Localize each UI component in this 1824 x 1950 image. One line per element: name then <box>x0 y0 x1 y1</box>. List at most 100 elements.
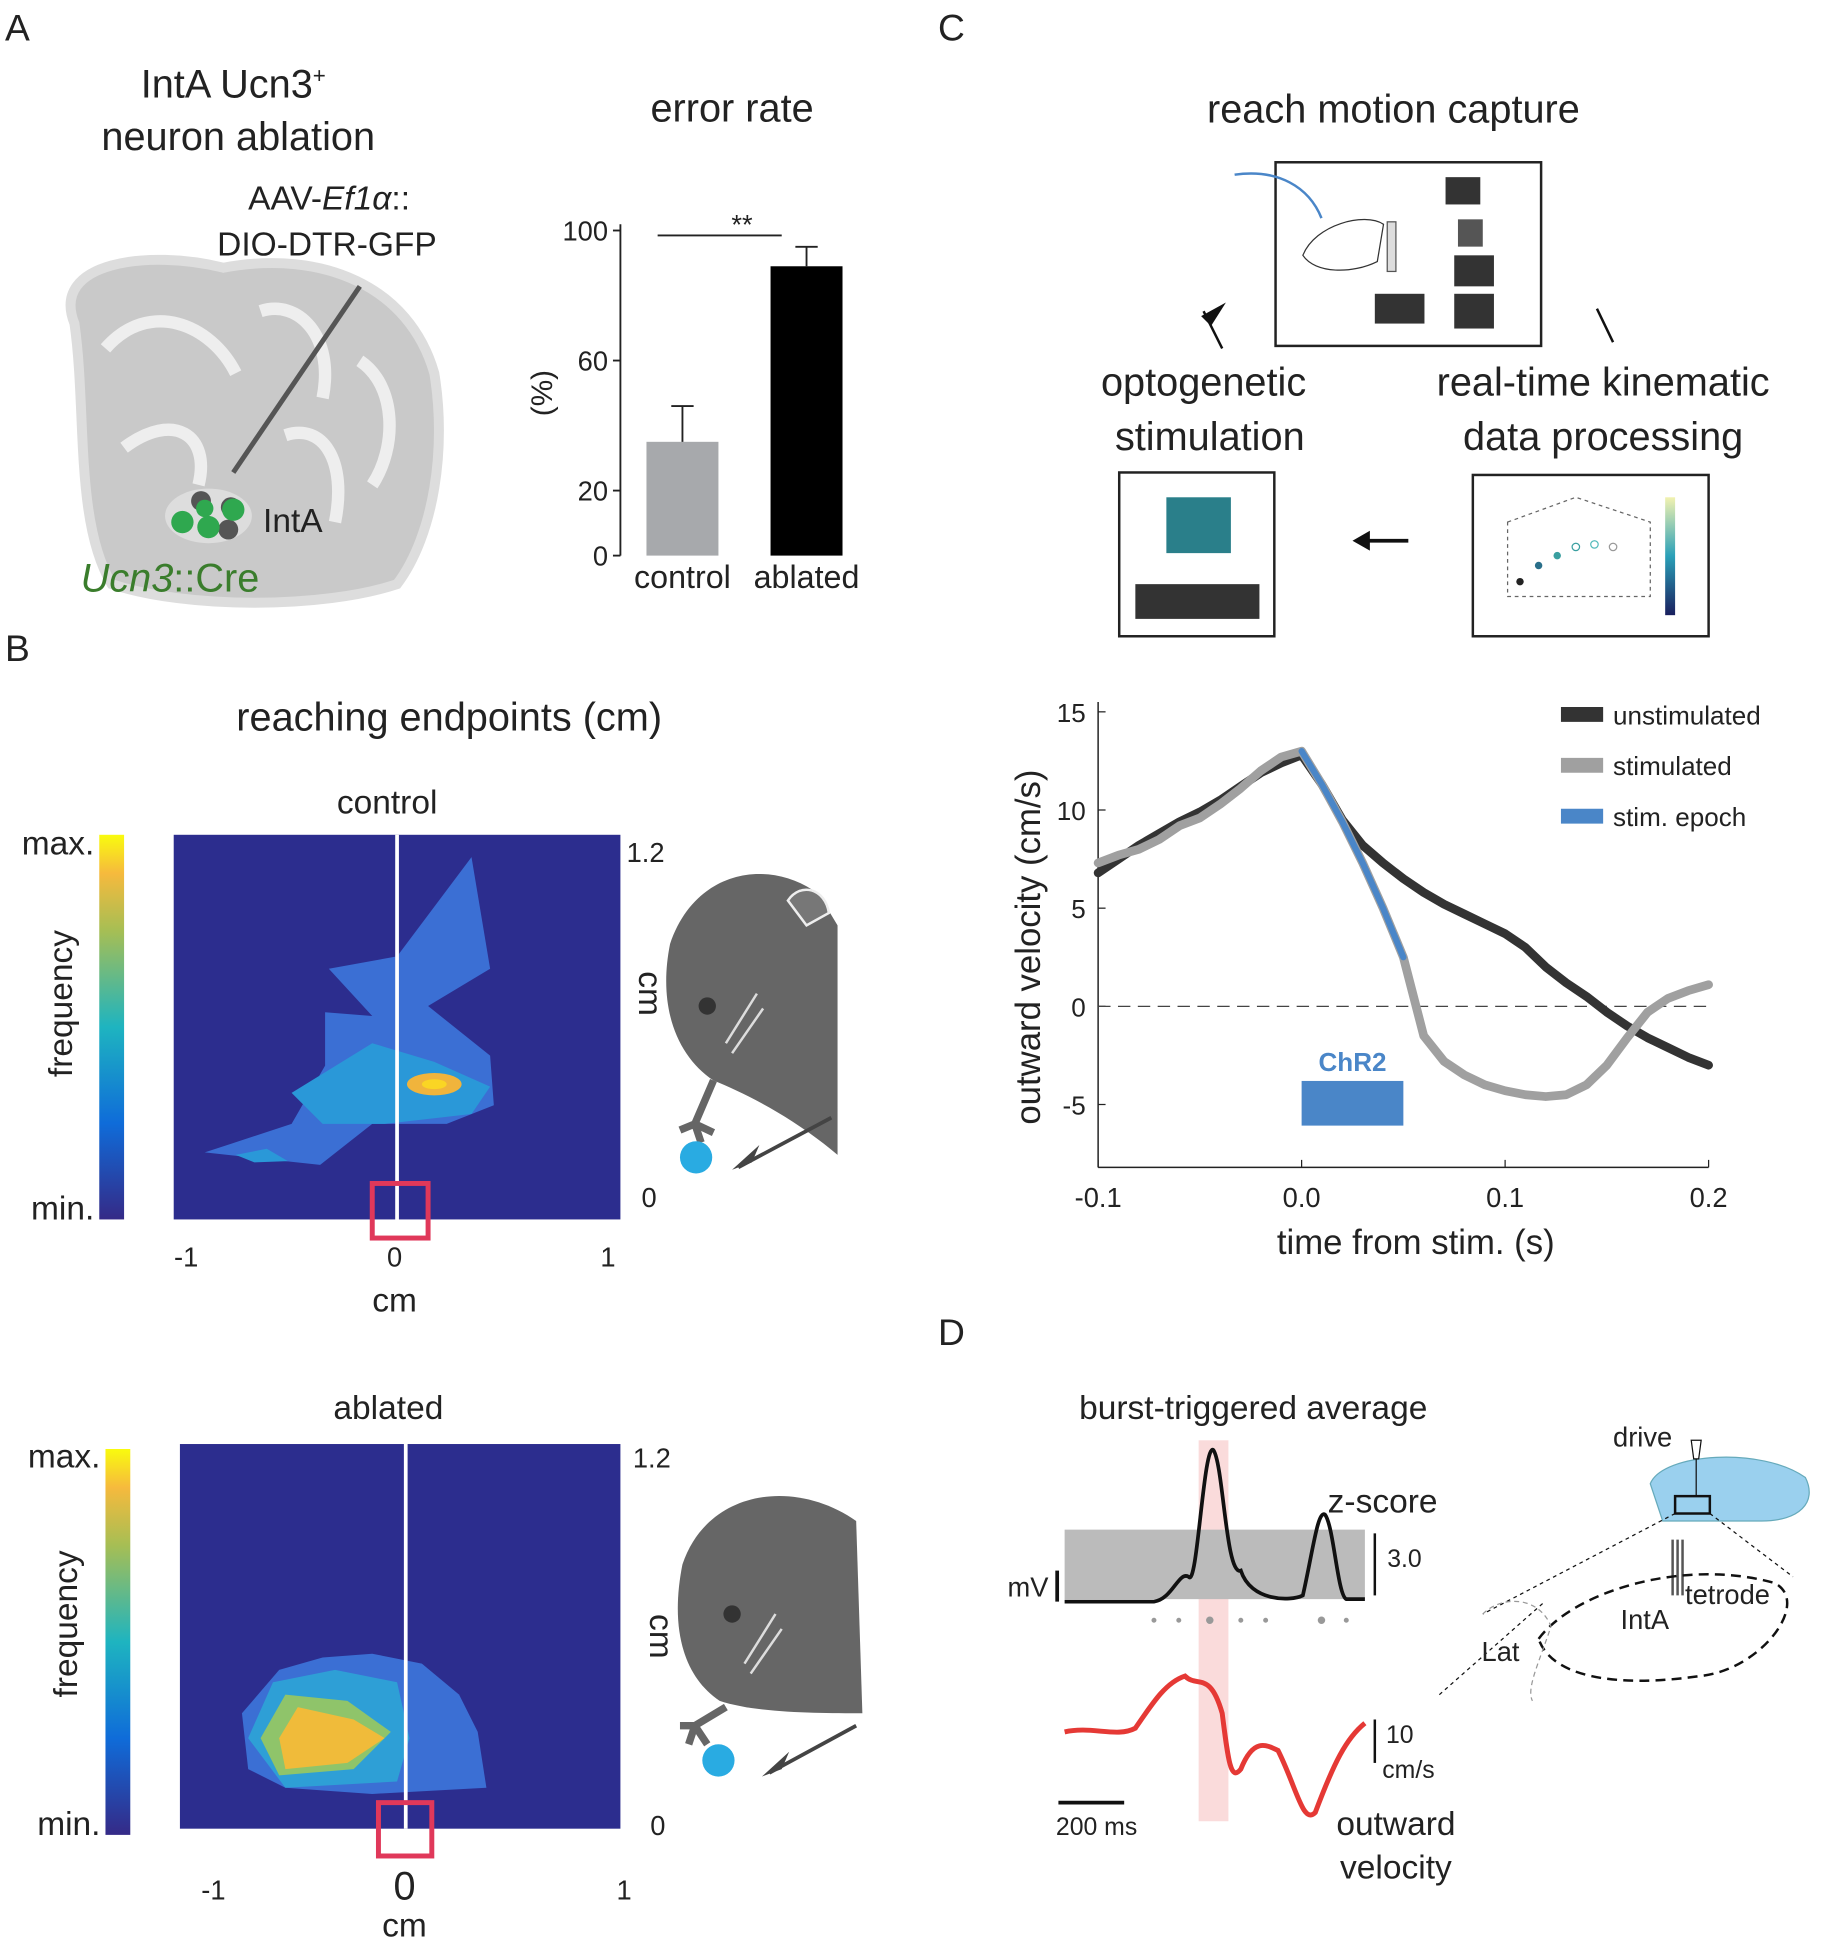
burst-diagram <box>1055 1439 1810 1822</box>
y-tick-label: 1.2 <box>627 837 665 868</box>
scale-label: cm/s <box>1382 1757 1434 1784</box>
target-box <box>375 1800 435 1859</box>
mouse-sketch <box>677 1495 863 1777</box>
legend-label: stimulated <box>1613 751 1732 781</box>
line-chart: -5 0 5 10 15 -0.1 0.0 0.1 0.2 time from stim. (s)… <box>1010 698 1761 1262</box>
driver-text: Ucn3 <box>81 557 174 601</box>
heatmap-ablated: ablated max. min. frequency -1 0 1 cm 1.… <box>28 1390 863 1945</box>
title: reaching endpoints (cm) <box>236 696 662 740</box>
y-axis-label: (%) <box>526 370 559 416</box>
virus-text: AAV- <box>248 180 322 217</box>
target-box <box>369 1180 431 1241</box>
y-axis-label: cm <box>642 1614 679 1659</box>
bar <box>770 266 843 556</box>
virus: DIO-DTR-GFP <box>217 226 437 263</box>
colorbar-label: frequency <box>48 1550 85 1697</box>
contour <box>421 1079 447 1090</box>
heatmap-title: ablated <box>333 1390 443 1427</box>
capture-diagram <box>1117 161 1710 638</box>
diagram-title: reach motion capture <box>1207 88 1580 132</box>
colorbar-min: min. <box>31 1190 94 1227</box>
chart-title: error rate <box>650 86 813 130</box>
x-axis-label: cm <box>382 1908 427 1945</box>
y-tick-label: 0 <box>642 1182 657 1213</box>
panel-label: C <box>938 7 965 49</box>
colorbar-max: max. <box>22 826 95 863</box>
diagram-label: real-time kinematic <box>1437 361 1770 405</box>
driver-label: Ucn3::Cre <box>81 557 260 601</box>
colorbar <box>99 834 125 1220</box>
x-tick-label: 1 <box>600 1242 615 1273</box>
trace-label: z-score <box>1328 1483 1438 1520</box>
title-text: IntA Ucn3 <box>141 63 313 107</box>
panel-label: A <box>5 7 30 49</box>
virus-text: :: <box>391 180 410 217</box>
panel-label: D <box>938 1311 965 1353</box>
y-tick-label: 15 <box>1057 698 1086 728</box>
panel-label: B <box>5 627 30 669</box>
cerebellum-sketch <box>65 254 444 608</box>
x-tick-label: 0.2 <box>1690 1182 1728 1213</box>
diagram-label: drive <box>1613 1422 1672 1453</box>
y-tick-label: -5 <box>1063 1090 1086 1120</box>
x-axis-label: time from stim. (s) <box>1277 1224 1555 1262</box>
title: IntA Ucn3+ <box>141 63 326 107</box>
contour <box>291 1043 491 1124</box>
contour <box>279 1707 385 1770</box>
x-tick-label: -0.1 <box>1075 1182 1122 1213</box>
legend-label: unstimulated <box>1613 700 1761 730</box>
stim-bar-label: ChR2 <box>1318 1047 1386 1077</box>
stim-bar <box>1301 1080 1404 1126</box>
x-tick-label: 1 <box>617 1874 632 1905</box>
mouse-sketch <box>666 874 838 1174</box>
contour <box>235 1148 288 1163</box>
x-tick-label: -1 <box>201 1874 225 1905</box>
series-line <box>1093 750 1713 1070</box>
legend-label: stim. epoch <box>1613 802 1746 832</box>
x-tick-label: ablated <box>754 559 860 595</box>
title-sup: + <box>313 63 326 88</box>
y-tick-label: 0 <box>650 1810 665 1841</box>
driver-text: ::Cre <box>173 557 259 601</box>
heatmap-title: control <box>337 785 438 822</box>
y-tick-label: 20 <box>578 476 608 507</box>
colorbar-min: min. <box>37 1806 100 1843</box>
heatmap-control: control max. min. frequency -1 0 1 cm 1.… <box>22 785 838 1319</box>
colorbar-label: frequency <box>43 930 80 1077</box>
y-tick-label: 0 <box>593 541 608 572</box>
bar-chart: error rate (%) 0 20 60 100 control ablated ** <box>526 86 859 595</box>
x-tick-label: control <box>634 559 731 595</box>
x-axis-label: cm <box>372 1282 417 1319</box>
y-tick-label: 1.2 <box>633 1443 671 1474</box>
x-tick-label: -1 <box>174 1242 198 1273</box>
scale-label: mV <box>1008 1572 1050 1603</box>
significance: ** <box>731 209 753 240</box>
scale-label: 10 <box>1386 1722 1414 1749</box>
diagram-label: IntA <box>1621 1604 1670 1635</box>
y-tick-label: 60 <box>578 345 608 376</box>
x-tick-label: 0 <box>387 1242 402 1273</box>
y-axis-label: outward velocity (cm/s) <box>1010 770 1048 1125</box>
virus: AAV-Ef1α:: <box>248 180 410 217</box>
colorbar-max: max. <box>28 1439 101 1476</box>
x-tick-label: 0 <box>393 1864 415 1908</box>
series-line <box>1298 748 1407 961</box>
trace-label: outward <box>1336 1806 1455 1843</box>
diagram-label: Lat <box>1482 1636 1520 1667</box>
y-tick-label: 10 <box>1057 796 1086 826</box>
x-tick-label: 0.0 <box>1283 1182 1321 1213</box>
diagram-label: data processing <box>1463 415 1743 459</box>
diagram-title: burst-triggered average <box>1079 1390 1427 1427</box>
diagram-label: tetrode <box>1685 1579 1770 1610</box>
y-tick-label: 100 <box>562 215 608 246</box>
scale-label: 3.0 <box>1387 1546 1421 1573</box>
trace-label: velocity <box>1340 1849 1452 1886</box>
colorbar <box>105 1448 131 1835</box>
title: neuron ablation <box>101 115 375 159</box>
x-tick-label: 0.1 <box>1486 1182 1524 1213</box>
error-bar <box>795 245 818 267</box>
y-tick-label: 0 <box>1071 992 1086 1022</box>
y-axis-label: cm <box>631 971 668 1016</box>
y-tick-label: 5 <box>1071 894 1086 924</box>
